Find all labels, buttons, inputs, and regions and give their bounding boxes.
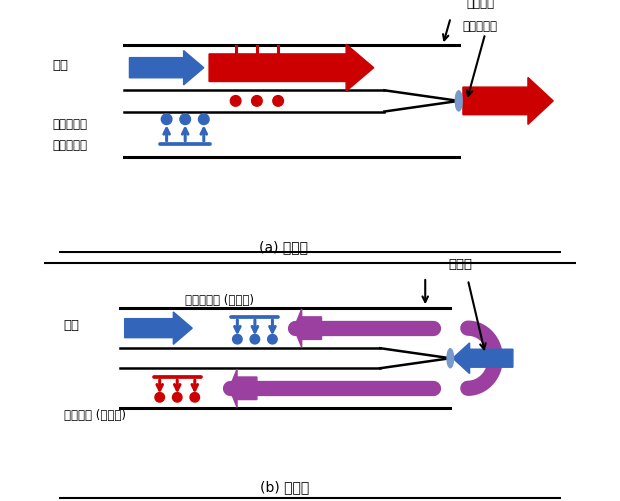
Circle shape	[155, 393, 164, 402]
Circle shape	[273, 96, 283, 106]
Text: 浄化血液 (返血孔): 浄化血液 (返血孔)	[63, 409, 125, 422]
Text: 再循環: 再循環	[448, 258, 472, 271]
Circle shape	[180, 114, 190, 125]
Text: 血流: 血流	[63, 319, 79, 332]
Polygon shape	[463, 78, 553, 124]
Circle shape	[190, 393, 200, 402]
Text: （返血孔）: （返血孔）	[463, 20, 497, 33]
Polygon shape	[229, 369, 257, 407]
Polygon shape	[294, 309, 322, 347]
Ellipse shape	[455, 91, 462, 111]
Circle shape	[172, 393, 182, 402]
Text: 未浄化血液: 未浄化血液	[53, 118, 87, 131]
Ellipse shape	[447, 349, 454, 368]
Text: (a) 順接続: (a) 順接続	[259, 240, 308, 254]
Polygon shape	[125, 312, 192, 344]
Polygon shape	[130, 51, 204, 85]
Text: (b) 逆接続: (b) 逆接続	[260, 480, 309, 494]
Polygon shape	[453, 343, 513, 374]
Circle shape	[161, 114, 172, 125]
Circle shape	[198, 114, 209, 125]
Text: 浄化血液: 浄化血液	[466, 0, 494, 10]
Polygon shape	[209, 44, 374, 91]
Text: 未浄化血液 (脱血孔): 未浄化血液 (脱血孔)	[185, 294, 254, 307]
Circle shape	[231, 96, 241, 106]
Text: 血流: 血流	[53, 59, 68, 72]
Circle shape	[268, 335, 277, 344]
Text: （脱血孔）: （脱血孔）	[53, 139, 87, 152]
Circle shape	[232, 335, 242, 344]
Circle shape	[250, 335, 260, 344]
Circle shape	[252, 96, 262, 106]
